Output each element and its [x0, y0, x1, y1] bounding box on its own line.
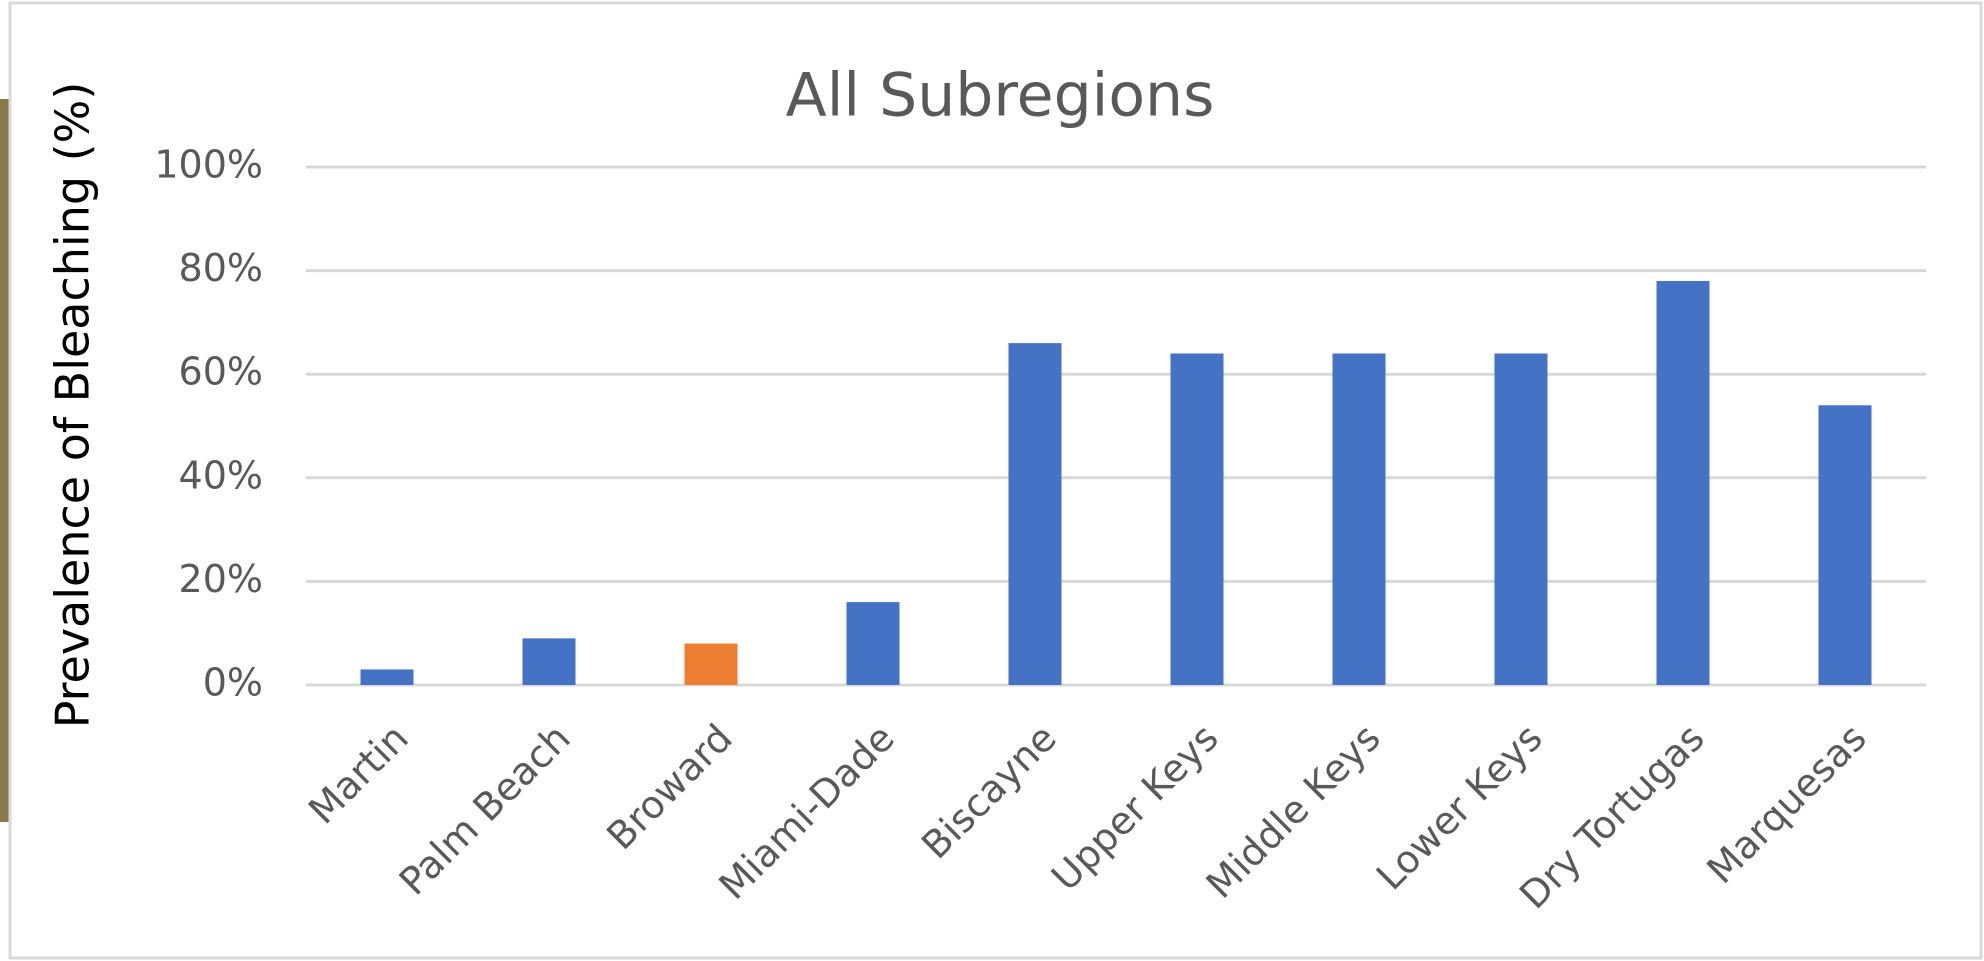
y-tick-label: 40%: [179, 453, 263, 497]
y-tick-label: 80%: [179, 246, 263, 290]
bar: [1332, 353, 1386, 685]
chart-title: All Subregions: [786, 61, 1215, 131]
bar: [1818, 405, 1872, 685]
y-tick-label: 20%: [179, 557, 263, 601]
bar: [1494, 353, 1548, 685]
y-tick-label: 60%: [179, 350, 263, 394]
bar: [522, 638, 576, 685]
bar: [684, 643, 738, 685]
bar: [1008, 343, 1062, 685]
bar: [1656, 280, 1710, 685]
bar: [1170, 353, 1224, 685]
background-photo-strip: [0, 99, 10, 822]
y-tick-label: 0%: [203, 661, 263, 705]
bar: [846, 602, 900, 685]
y-axis-label: Prevalence of Bleaching (%): [46, 82, 100, 729]
bar: [360, 669, 414, 685]
chart-frame: [8, 1, 1983, 960]
y-tick-label: 100%: [154, 143, 263, 187]
